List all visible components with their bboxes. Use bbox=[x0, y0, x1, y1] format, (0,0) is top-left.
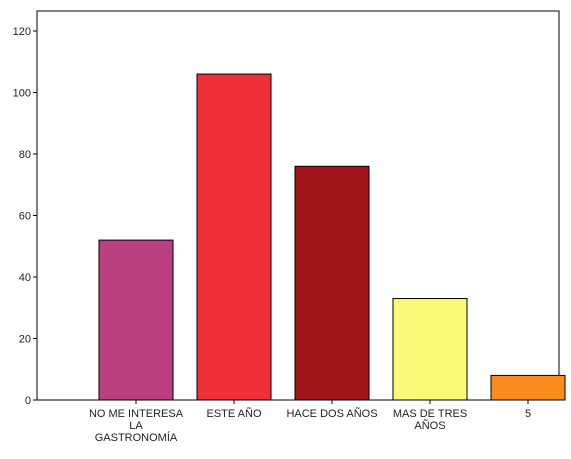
x-tick-label-line: GASTRONOMÍA bbox=[95, 431, 178, 444]
y-tick-label: 80 bbox=[19, 149, 31, 161]
x-tick-label-line: AÑOS bbox=[414, 419, 445, 432]
x-tick-label-line: LA bbox=[129, 420, 143, 432]
bar bbox=[98, 239, 174, 401]
x-tick-label-line: HACE DOS AÑOS bbox=[286, 407, 377, 420]
x-tick-label-line: MAS DE TRES bbox=[393, 408, 467, 420]
y-tick-label: 20 bbox=[19, 334, 31, 346]
y-tick-label: 100 bbox=[13, 88, 31, 100]
bar bbox=[196, 73, 272, 401]
x-tick-label: HACE DOS AÑOS bbox=[286, 407, 377, 420]
x-tick-label: NO ME INTERESA LA GASTRONOMÍA bbox=[89, 408, 184, 444]
y-tick-label: 0 bbox=[25, 395, 31, 407]
bar bbox=[490, 374, 566, 401]
bar bbox=[392, 298, 468, 401]
x-tick-label: ESTE AÑO bbox=[206, 407, 261, 420]
y-tick-label: 60 bbox=[19, 211, 31, 223]
x-tick-label: 5 bbox=[525, 408, 531, 420]
x-tick-label-line: ESTE AÑO bbox=[206, 407, 261, 420]
y-tick-label: 40 bbox=[19, 272, 31, 284]
y-tick-label: 120 bbox=[13, 26, 31, 38]
bars bbox=[98, 73, 566, 401]
bar bbox=[294, 165, 370, 401]
x-tick-label-line: 5 bbox=[525, 408, 531, 420]
x-axis: NO ME INTERESA LA GASTRONOMÍA ESTE AÑO HACE … bbox=[89, 400, 531, 444]
x-tick-label-line: NO ME INTERESA bbox=[89, 408, 184, 420]
y-axis: 0 20 40 60 80 100 120 bbox=[13, 26, 37, 407]
x-tick-label: MAS DE TRES AÑOS bbox=[393, 408, 467, 432]
